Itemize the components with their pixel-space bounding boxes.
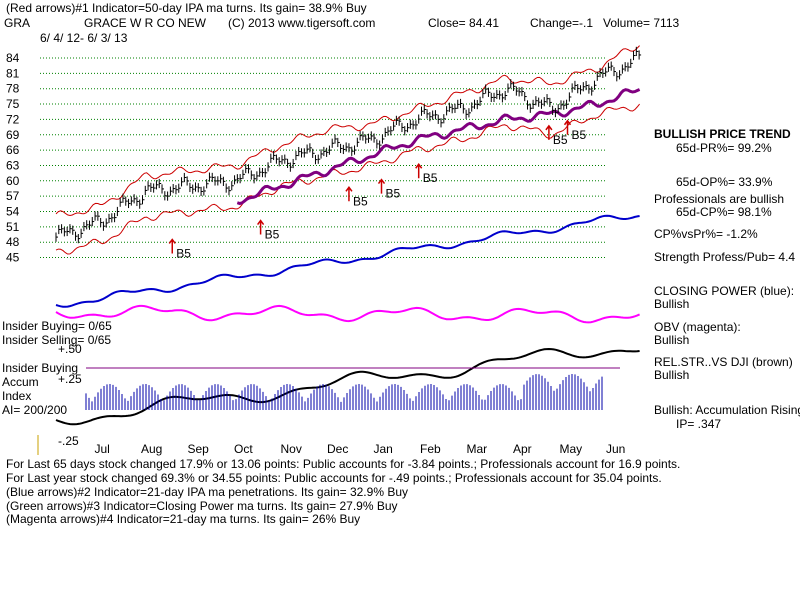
plus50-label: +.50: [58, 342, 82, 356]
op-value: 65d-OP%= 33.9%: [676, 175, 773, 189]
upper-band-line: [55, 45, 640, 217]
relstr-label: REL.STR..VS DJI (brown): [654, 355, 793, 369]
footer-magenta-arrows: (Magenta arrows)#4 Indicator=21-day ma t…: [6, 512, 360, 526]
y-tick-label: 75: [6, 97, 20, 111]
x-tick-label: Jan: [374, 442, 393, 456]
y-tick-label: 54: [6, 205, 20, 219]
x-tick-label: Aug: [141, 442, 162, 456]
x-tick-label: Apr: [513, 442, 532, 456]
x-axis-ticks: Jul Aug Sep Oct Nov Dec Jan Feb Mar Apr May Jun: [95, 442, 626, 456]
closing-power-label: CLOSING POWER (blue):: [654, 284, 794, 298]
copyright: (C) 2013 www.tigersoft.com: [228, 16, 375, 30]
footer-blue-arrows: (Blue arrows)#2 Indicator=21-day IPA ma …: [6, 485, 408, 499]
header-line1: (Red arrows)#1 Indicator=50-day IPA ma t…: [6, 1, 367, 15]
ai-label: AI= 200/200: [2, 403, 67, 417]
accum-state: Bullish: Accumulation Rising: [654, 403, 800, 417]
lower-band-line: [55, 103, 640, 255]
series-layer: [55, 45, 641, 426]
y-tick-label: 69: [6, 128, 20, 142]
signal-label: B5: [553, 133, 568, 147]
insider-buying-count: Insider Buying= 0/65: [2, 319, 112, 333]
y-tick-label: 66: [6, 143, 20, 157]
y-tick-label: 84: [6, 51, 20, 65]
price-bars: [55, 46, 642, 244]
index-label: Index: [2, 389, 31, 403]
x-tick-label: May: [560, 442, 583, 456]
y-tick-label: 51: [6, 220, 20, 234]
signal-label: B5: [423, 171, 438, 185]
closing-power-state: Bullish: [654, 297, 689, 311]
obv-line: [55, 304, 640, 324]
company-name: GRACE W R CO NEW: [84, 16, 207, 30]
footer-year: For Last year stock changed 69.3% or 34.…: [6, 471, 662, 485]
footer-green-arrows: (Green arrows)#3 Indicator=Closing Power…: [6, 499, 398, 513]
date-range: 6/ 4/ 12- 6/ 3/ 13: [40, 31, 128, 45]
change-value: Change=-.1: [530, 16, 593, 30]
y-tick-label: 48: [6, 235, 20, 249]
y-tick-label: 57: [6, 189, 20, 203]
y-tick-label: 63: [6, 158, 20, 172]
y-tick-label: 60: [6, 174, 20, 188]
x-tick-label: Sep: [188, 442, 210, 456]
pr-value: 65d-PR%= 99.2%: [676, 141, 772, 155]
trend-title: BULLISH PRICE TREND: [654, 127, 791, 141]
close-value: Close= 84.41: [428, 16, 499, 30]
buy-arrow: [257, 219, 265, 235]
y-tick-label: 72: [6, 112, 20, 126]
x-tick-label: Feb: [420, 442, 441, 456]
signal-label: B5: [176, 246, 191, 260]
y-tick-label: 78: [6, 82, 20, 96]
signal-label: B5: [265, 228, 280, 242]
y-tick-label: 81: [6, 66, 20, 80]
relstr-line: [55, 347, 640, 426]
ip-value: IP= .347: [676, 417, 721, 431]
x-tick-label: Nov: [281, 442, 302, 456]
minus25-label: -.25: [58, 434, 79, 448]
buy-arrow: [377, 178, 386, 194]
accumulation-bars: [85, 374, 603, 410]
x-tick-label: Oct: [234, 442, 253, 456]
y-tick-label: 45: [6, 251, 20, 265]
buy-arrow: [545, 124, 553, 140]
volume-value: Volume= 7113: [603, 16, 679, 30]
signal-label: B5: [572, 128, 587, 142]
obv-label: OBV (magenta):: [654, 320, 741, 334]
strength-ratio: Strength Profess/Pub= 4.4: [654, 250, 795, 264]
ma-50-line: [236, 88, 641, 206]
relstr-state: Bullish: [654, 368, 689, 382]
x-tick-label: Mar: [467, 442, 488, 456]
closing-power-line: [55, 214, 640, 308]
ticker: GRA: [4, 16, 30, 30]
buy-arrow: [563, 119, 572, 135]
buy-arrow: [168, 238, 176, 254]
insider-buying-label: Insider Buying: [2, 361, 78, 375]
cp-vs-pr: CP%vsPr%= -1.2%: [654, 227, 758, 241]
x-tick-label: Jun: [606, 442, 625, 456]
plus25-label: +.25: [58, 372, 82, 386]
obv-state: Bullish: [654, 333, 689, 347]
professionals-bullish: Professionals are bullish: [654, 192, 784, 206]
signal-arrows: B5 B5 B5 B5 B5 B5 B5: [168, 119, 587, 260]
signal-label: B5: [353, 194, 368, 208]
footer-65day: For Last 65 days stock changed 17.9% or …: [6, 457, 680, 471]
buy-arrow: [345, 186, 353, 202]
cp-value: 65d-CP%= 98.1%: [676, 205, 772, 219]
accum-label: Accum: [2, 375, 39, 389]
x-tick-label: Dec: [327, 442, 348, 456]
x-tick-label: Jul: [95, 442, 110, 456]
insider-selling-count: Insider Selling= 0/65: [2, 333, 111, 347]
signal-label: B5: [386, 187, 401, 201]
buy-arrow: [415, 162, 423, 179]
